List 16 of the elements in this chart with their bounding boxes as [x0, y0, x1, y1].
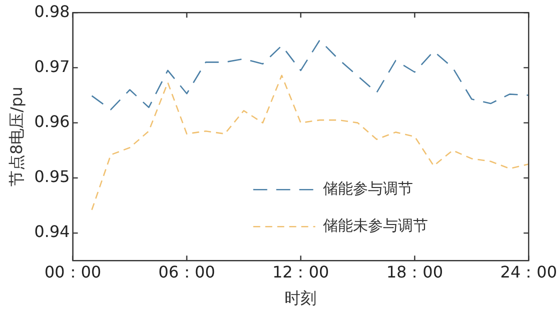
y-tick-label: 0.98 — [34, 2, 70, 21]
y-tick-label: 0.97 — [34, 56, 70, 76]
x-tick-label: 12：00 — [272, 262, 330, 282]
legend-label: 储能未参与调节 — [323, 216, 428, 234]
line-series — [91, 74, 530, 211]
y-tick-label: 0.95 — [34, 167, 70, 186]
y-tick-label: 0.96 — [34, 112, 70, 131]
x-tick-label: 00：00 — [44, 262, 102, 282]
line-series — [91, 40, 530, 110]
legend-label: 储能参与调节 — [323, 179, 414, 198]
x-tick-label: 24：00 — [500, 262, 557, 282]
y-tick-label: 0.94 — [34, 222, 70, 242]
x-axis-title: 时刻 — [284, 288, 317, 308]
x-tick-label: 18：00 — [386, 262, 444, 282]
y-axis-title: 节点8电压/pu — [6, 86, 26, 187]
x-tick-label: 06：00 — [158, 262, 216, 282]
